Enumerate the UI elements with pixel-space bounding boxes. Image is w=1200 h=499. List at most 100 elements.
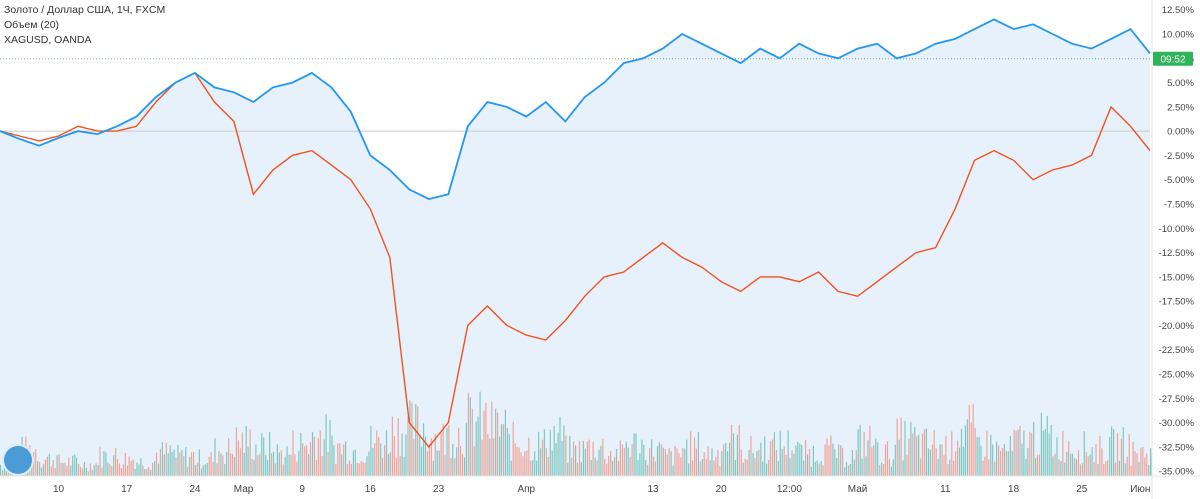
volume-bar [346,464,349,476]
volume-bar [604,458,606,476]
volume-bar [128,456,130,476]
volume-bar [179,452,181,476]
volume-bar [847,465,850,476]
volume-bar [859,424,861,476]
y-tick-label: -32.50% [1159,442,1195,453]
volume-bar [530,460,532,476]
volume-bar [302,443,304,476]
volume-bar [736,434,738,476]
volume-bar [756,451,758,476]
volume-bar [959,447,961,476]
volume-bar [512,421,514,476]
volume-bar [5,470,7,476]
y-tick-label: -35.00% [1159,467,1195,478]
volume-bar [732,433,735,476]
volume-bar [561,441,563,476]
volume-bar [933,430,935,476]
volume-bar [941,444,943,476]
volume-bar [1060,461,1062,476]
y-tick-label: -30.00% [1159,418,1195,429]
volume-bar [1023,430,1025,476]
volume-bar [836,458,838,476]
x-tick-label: 11 [940,484,951,495]
price-axis[interactable]: 12.50%10.00%7.50%5.00%2.50%0.00%-2.50%-5… [1159,5,1195,477]
volume-bar [974,427,976,476]
volume-bar [1048,433,1050,476]
volume-bar [335,464,337,476]
volume-bar [56,455,58,476]
volume-bar [984,456,986,476]
volume-bar [317,438,319,476]
volume-bar [1072,453,1074,476]
volume-bar [46,456,48,476]
volume-bar [87,471,89,476]
volume-bar [766,463,768,476]
tradingview-logo-icon[interactable] [4,446,32,474]
volume-bar [426,451,429,476]
volume-bar [1066,451,1068,476]
volume-bar [545,448,547,476]
volume-bar [419,434,421,476]
volume-bar [411,402,413,476]
y-tick-label: -5.00% [1164,175,1195,186]
volume-bar [1064,462,1066,476]
volume-bar [286,446,288,476]
volume-bar [333,445,335,476]
legend-symbol-xagusd[interactable]: XAGUSD, OANDA [4,34,92,46]
volume-bar [873,445,875,476]
volume-bar [440,433,442,476]
volume-bar [968,404,970,476]
y-tick-label: -2.50% [1164,151,1195,162]
x-tick-label: 16 [365,484,377,495]
volume-bar [715,456,717,476]
volume-bar [1081,463,1083,476]
volume-bar [810,466,812,476]
volume-bar [615,448,618,476]
volume-bar [31,460,33,476]
volume-bar [1009,436,1011,476]
volume-bar [311,432,314,476]
volume-bar [867,440,869,476]
volume-bar [237,440,239,476]
legend-symbol-gold[interactable]: Золото / Доллар США, 1Ч, FXCM [4,4,166,16]
y-tick-label: -17.50% [1159,297,1195,308]
volume-bar [78,463,80,476]
volume-bar [261,433,263,476]
volume-bar [72,455,74,476]
volume-bar [929,449,931,476]
volume-bar [771,439,774,476]
volume-bar [132,459,134,476]
volume-bar [463,457,466,476]
volume-bar [760,442,762,476]
volume-bar [791,450,793,476]
volume-bar [883,464,885,476]
volume-bar [103,451,105,476]
volume-bar [263,437,265,476]
volume-bar [485,402,487,476]
volume-bar [857,429,859,476]
volume-bar [555,443,557,476]
x-tick-label: 24 [189,484,201,495]
volume-bar [738,424,740,476]
y-tick-label: 0.00% [1167,127,1194,138]
volume-bar [230,453,232,476]
volume-bar [768,459,770,476]
volume-bar [343,444,345,476]
y-tick-label: -27.50% [1159,394,1195,405]
volume-bar [1044,428,1046,476]
volume-bar [690,431,692,476]
volume-bar [547,456,549,476]
volume-bar [253,460,255,476]
volume-bar [602,438,604,476]
volume-bar [793,453,795,476]
volume-bar [60,462,62,476]
volume-bar [998,445,1000,476]
volume-bar [497,412,499,476]
volume-bar [631,444,633,476]
volume-bar [118,463,121,476]
volume-bar [1116,432,1119,476]
legend-volume-indicator[interactable]: Объем (20) [4,19,60,31]
volume-bar [549,429,551,476]
time-axis[interactable]: 10 17 24 Мар 9 16 23 Апр 13 20 12:00 Май 11 18 25 Июн [53,484,1150,495]
volume-bar [210,452,212,476]
